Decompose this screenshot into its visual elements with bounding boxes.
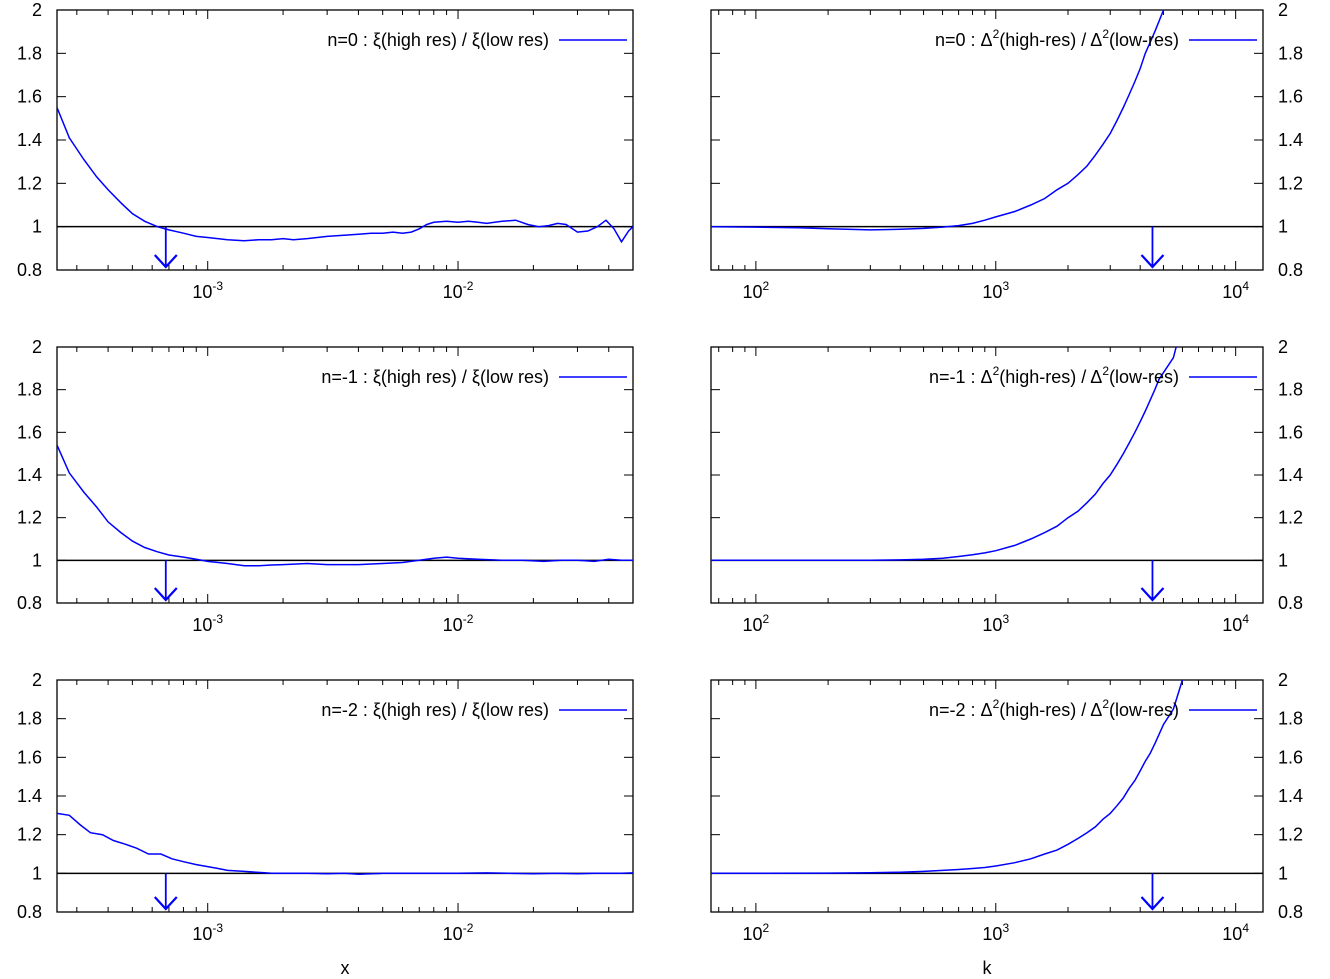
y-tick-label: 0.8 [17,593,42,613]
x-tick-label: 103 [982,612,1009,635]
panel-left-top: 0.8 1 1.2 1.4 1.6 1.8 2 10-3 10-2 n=0 : ξ(high re… [17,0,634,302]
y-tick-label: 2 [32,337,42,357]
y-tick-label: 1 [32,863,42,883]
panel-right-top: 0.8 1 1.2 1.4 1.6 1.8 2 102 103 104 n=0 : Δ2(high-… [710,0,1303,302]
series-line [57,107,633,244]
x-tick-label: 104 [1222,921,1249,944]
y-tick-label: 1.6 [17,87,42,107]
y-tick-label: 1.4 [17,130,42,150]
y-tick-label: 1.2 [17,825,42,845]
y-tick-label: 1.8 [17,43,42,63]
y-tick-label: 2 [32,670,42,690]
y-tick-label: 1.2 [1278,825,1303,845]
x-tick-label: 102 [743,921,770,944]
series-line [711,680,1184,875]
x-tick-label: 10-2 [443,612,474,635]
series-line [711,10,1165,231]
y-tick-label: 1 [32,550,42,570]
y-tick-label: 1 [1278,550,1288,570]
y-tick-label: 0.8 [17,902,42,922]
x-tick-label: 10-3 [192,921,223,944]
y-tick-label: 1 [1278,863,1288,883]
y-tick-label: 1.6 [1278,87,1303,107]
y-tick-label: 1.6 [17,747,42,767]
x-tick-label: 103 [982,921,1009,944]
resolution-arrow-head [153,896,178,911]
legend-label: n=-2 : Δ2(high-res) / Δ2(low-res) [929,697,1179,720]
y-tick-label: 1.8 [17,380,42,400]
legend-label: n=-2 : ξ(high res) / ξ(low res) [321,700,549,720]
resolution-arrow-head [1140,896,1165,911]
x-tick-label: 102 [743,612,770,635]
y-tick-label: 1.4 [1278,465,1303,485]
y-tick-label: 2 [32,0,42,20]
series-line [57,444,633,567]
y-tick-label: 1.2 [17,508,42,528]
x-tick-label: 102 [743,279,770,302]
x-tick-label: 104 [1222,279,1249,302]
x-tick-label: 104 [1222,612,1249,635]
panel-left-middle: 0.8 1 1.2 1.4 1.6 1.8 2 10-3 10-2 n=-1 : ξ(high r… [17,337,634,635]
y-tick-label: 2 [1278,0,1288,20]
panel-right-middle: 0.8 1 1.2 1.4 1.6 1.8 2 102 103 104 n=-1 : Δ2(high… [710,337,1303,635]
y-tick-label: 0.8 [1278,260,1303,280]
x-axis-label: k [983,958,993,978]
y-tick-label: 1.2 [17,173,42,193]
y-tick-label: 1 [1278,217,1288,237]
series-line [711,347,1177,562]
y-tick-label: 1.4 [1278,786,1303,806]
y-tick-label: 2 [1278,670,1288,690]
x-tick-label: 10-3 [192,612,223,635]
x-tick-label: 10-2 [443,921,474,944]
y-tick-label: 1.8 [1278,380,1303,400]
legend-label: n=-1 : Δ2(high-res) / Δ2(low-res) [929,364,1179,387]
resolution-arrow-head [153,254,178,269]
x-tick-label: 10-2 [443,279,474,302]
resolution-arrow-head [1140,254,1165,269]
y-tick-label: 1.8 [1278,43,1303,63]
y-tick-label: 0.8 [1278,593,1303,613]
panel-left-bottom: 0.8 1 1.2 1.4 1.6 1.8 2 10-3 10-2 x n=-2 : ξ(high … [17,670,634,978]
y-tick-label: 0.8 [17,260,42,280]
y-tick-label: 1.6 [17,422,42,442]
legend-label: n=0 : ξ(high res) / ξ(low res) [327,30,549,50]
resolution-arrow-head [1140,587,1165,602]
x-tick-label: 10-3 [192,279,223,302]
y-tick-label: 1.4 [17,465,42,485]
y-tick-label: 1.4 [1278,130,1303,150]
x-axis-label: x [341,958,350,978]
legend-label: n=-1 : ξ(high res) / ξ(low res) [321,367,549,387]
y-tick-label: 1.8 [1278,709,1303,729]
y-tick-label: 1.2 [1278,173,1303,193]
y-tick-label: 1.4 [17,786,42,806]
y-tick-label: 1 [32,217,42,237]
resolution-arrow-head [153,587,178,602]
y-tick-label: 1.2 [1278,508,1303,528]
y-tick-label: 1.6 [1278,747,1303,767]
y-tick-label: 0.8 [1278,902,1303,922]
x-tick-label: 103 [982,279,1009,302]
panel-right-bottom: 0.8 1 1.2 1.4 1.6 1.8 2 102 103 104 k n=-2 : Δ2(hig… [710,670,1303,978]
y-tick-label: 2 [1278,337,1288,357]
y-tick-label: 1.8 [17,709,42,729]
series-line [57,812,633,876]
legend-label: n=0 : Δ2(high-res) / Δ2(low-res) [935,27,1179,50]
y-tick-label: 1.6 [1278,422,1303,442]
